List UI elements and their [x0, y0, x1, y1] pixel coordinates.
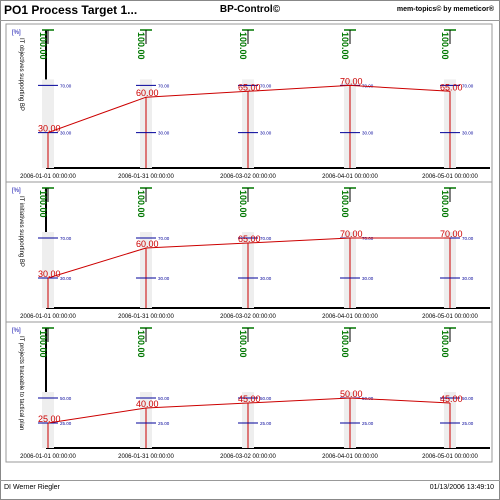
max-value-label: 100.00	[238, 330, 248, 358]
lower-band-label: 25.00	[60, 421, 72, 426]
x-tick-label: 2006-03-02 00:00:00	[220, 454, 276, 460]
upper-band-label: 70.00	[260, 236, 272, 241]
max-value-label: 100.00	[238, 32, 248, 60]
upper-band-label: 70.00	[462, 83, 474, 88]
data-label: 40.00	[136, 399, 159, 409]
upper-band-label: 50.00	[60, 396, 72, 401]
data-label: 45.00	[440, 394, 463, 404]
upper-band-label: 50.00	[158, 396, 170, 401]
upper-band-label: 70.00	[260, 83, 272, 88]
x-tick-label: 2006-05-01 00:00:00	[422, 454, 478, 460]
data-label: 30.00	[38, 124, 61, 134]
x-tick-label: 2006-01-31 00:00:00	[118, 314, 174, 320]
data-label: 45.00	[238, 394, 261, 404]
max-value-label: 100.00	[38, 330, 48, 358]
lower-band-label: 25.00	[362, 421, 374, 426]
max-value-label: 100.00	[136, 32, 146, 60]
unit-label: [%]	[12, 30, 21, 36]
data-label: 65.00	[238, 234, 261, 244]
upper-band-label: 70.00	[158, 83, 170, 88]
data-label: 70.00	[340, 229, 363, 239]
report-title: PO1 Process Target 1...	[4, 3, 138, 17]
upper-band-label: 70.00	[362, 83, 374, 88]
lower-band-label: 25.00	[462, 421, 474, 426]
data-label: 60.00	[136, 239, 159, 249]
lower-band-label: 30.00	[462, 276, 474, 281]
lower-band-label: 30.00	[260, 131, 272, 136]
x-tick-label: 2006-04-01 00:00:00	[322, 454, 378, 460]
x-tick-label: 2006-04-01 00:00:00	[322, 314, 378, 320]
unit-label: [%]	[12, 188, 21, 194]
lower-band-label: 30.00	[362, 276, 374, 281]
y-axis-label: IT projects traceable to tactical plan	[18, 336, 24, 430]
x-tick-label: 2006-01-01 00:00:00	[20, 174, 76, 180]
max-value-label: 100.00	[340, 330, 350, 358]
panel-frame	[5, 321, 493, 463]
lower-band-label: 30.00	[60, 131, 72, 136]
lower-band-label: 30.00	[362, 131, 374, 136]
vendor-credit: mem-topics© by memeticor®	[396, 6, 494, 13]
value-column	[42, 79, 54, 168]
header-divider	[0, 20, 500, 21]
data-label: 70.00	[340, 76, 363, 86]
footer-timestamp: 01/13/2006 13:49:10	[429, 484, 494, 491]
max-value-label: 100.00	[136, 190, 146, 218]
charts-canvas: [%] IT objectives supporting BP 100.00 70.0…	[5, 23, 493, 463]
data-label: 70.00	[440, 229, 463, 239]
unit-label: [%]	[12, 328, 21, 334]
app-name: BP-Control©	[219, 4, 281, 15]
footer-author: DI Werner Riegler	[4, 484, 60, 491]
x-tick-label: 2006-05-01 00:00:00	[422, 314, 478, 320]
series-line	[47, 237, 450, 279]
max-value-label: 100.00	[136, 330, 146, 358]
data-label: 65.00	[238, 82, 261, 92]
value-column	[42, 232, 54, 308]
max-value-label: 100.00	[440, 330, 450, 358]
value-column	[42, 392, 54, 448]
lower-band-label: 30.00	[158, 276, 170, 281]
data-label: 25.00	[38, 414, 61, 424]
lower-band-label: 30.00	[60, 276, 72, 281]
x-tick-label: 2006-03-02 00:00:00	[220, 174, 276, 180]
y-axis-label: IT initiatives supporting BP	[18, 196, 24, 267]
data-label: 65.00	[440, 82, 463, 92]
x-tick-label: 2006-01-31 00:00:00	[118, 174, 174, 180]
upper-band-label: 70.00	[60, 83, 72, 88]
lower-band-label: 30.00	[462, 131, 474, 136]
x-tick-label: 2006-05-01 00:00:00	[422, 174, 478, 180]
x-tick-label: 2006-01-01 00:00:00	[20, 314, 76, 320]
max-value-label: 100.00	[38, 190, 48, 218]
max-value-label: 100.00	[340, 190, 350, 218]
upper-band-label: 50.00	[462, 396, 474, 401]
data-label: 30.00	[38, 269, 61, 279]
max-value-label: 100.00	[440, 32, 450, 60]
max-value-label: 100.00	[340, 32, 350, 60]
max-value-label: 100.00	[238, 190, 248, 218]
y-axis-label: IT objectives supporting BP	[18, 38, 24, 111]
lower-band-label: 30.00	[158, 131, 170, 136]
footer-divider	[0, 480, 500, 481]
upper-band-label: 50.00	[260, 396, 272, 401]
upper-band-label: 70.00	[158, 236, 170, 241]
data-label: 50.00	[340, 389, 363, 399]
x-tick-label: 2006-01-01 00:00:00	[20, 454, 76, 460]
series-line	[47, 397, 451, 424]
lower-band-label: 30.00	[260, 276, 272, 281]
max-value-label: 100.00	[440, 190, 450, 218]
upper-band-label: 70.00	[462, 236, 474, 241]
x-tick-label: 2006-03-02 00:00:00	[220, 314, 276, 320]
x-tick-label: 2006-04-01 00:00:00	[322, 174, 378, 180]
x-tick-label: 2006-01-31 00:00:00	[118, 454, 174, 460]
series-line	[47, 84, 451, 134]
lower-band-label: 25.00	[260, 421, 272, 426]
lower-band-label: 25.00	[158, 421, 170, 426]
max-value-label: 100.00	[38, 32, 48, 60]
upper-band-label: 70.00	[60, 236, 72, 241]
data-label: 60.00	[136, 88, 159, 98]
